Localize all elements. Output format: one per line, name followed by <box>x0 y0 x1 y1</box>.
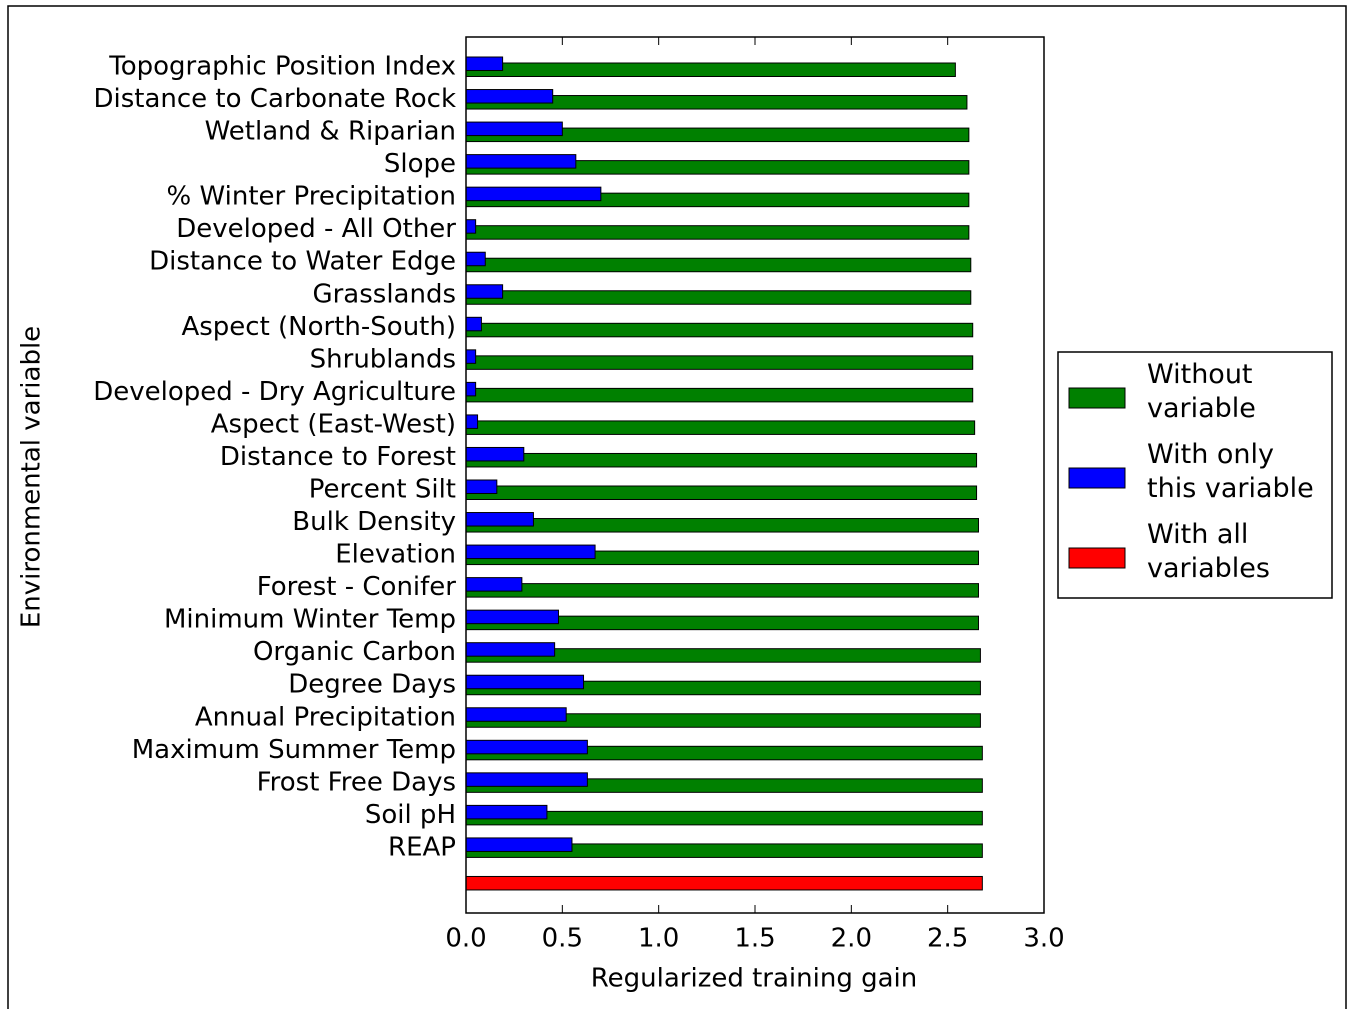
legend-entry: With all variables <box>1147 519 1270 584</box>
bar <box>465 512 534 527</box>
bar <box>465 355 974 370</box>
y-tick-label: Wetland & Riparian <box>205 117 456 147</box>
bar <box>465 837 573 852</box>
bar <box>465 544 596 560</box>
y-tick-label: Bulk Density <box>292 507 456 537</box>
bar <box>465 707 567 722</box>
bar <box>465 739 588 755</box>
y-tick-label: Distance to Water Edge <box>149 247 456 277</box>
x-tick-label: 0.5 <box>542 924 583 954</box>
legend-entry: With only this variable <box>1147 439 1314 504</box>
bar <box>465 251 486 267</box>
bar <box>465 56 504 71</box>
y-tick-label: Degree Days <box>288 670 456 700</box>
frame <box>7 5 1347 1009</box>
bar <box>465 316 482 332</box>
bar <box>465 387 974 403</box>
bar <box>465 485 978 500</box>
x-tick-label: 1.0 <box>638 924 679 954</box>
x-tick-label: 2.0 <box>831 924 872 954</box>
legend-swatch <box>1068 387 1126 409</box>
y-tick-label: Aspect (East-West) <box>211 409 456 439</box>
y-tick-label: Minimum Winter Temp <box>164 605 456 635</box>
bar <box>465 284 504 299</box>
legend-swatch <box>1068 547 1126 569</box>
y-tick-label: Grasslands <box>312 279 456 309</box>
y-tick-label: Developed - All Other <box>176 214 456 244</box>
bar <box>465 452 978 468</box>
bar <box>465 609 559 625</box>
bar <box>465 322 974 338</box>
legend-label: With only this variable <box>1147 439 1314 504</box>
bar <box>465 89 554 104</box>
x-tick-label: 1.5 <box>734 924 775 954</box>
legend-label: Without variable <box>1147 359 1256 424</box>
y-tick-label: Topographic Position Index <box>108 52 456 82</box>
bar <box>465 518 979 533</box>
bar <box>465 577 523 592</box>
bar <box>465 381 477 397</box>
legend-label: With all variables <box>1147 519 1270 584</box>
x-tick-label: 0.0 <box>445 924 486 954</box>
y-tick-label: Elevation <box>335 540 456 570</box>
x-tick-label: 3.0 <box>1023 924 1064 954</box>
y-tick-label: Percent Silt <box>309 475 456 505</box>
y-axis-label: Environmental variable <box>17 326 47 628</box>
y-tick-label: Soil pH <box>365 800 456 830</box>
bar <box>465 414 479 429</box>
y-tick-label: REAP <box>388 832 456 862</box>
y-tick-label: % Winter Precipitation <box>167 182 456 212</box>
bar <box>465 219 477 234</box>
y-tick-label: Forest - Conifer <box>257 572 457 602</box>
y-tick-label: Organic Carbon <box>253 637 456 667</box>
x-axis-label: Regularized training gain <box>591 964 918 994</box>
y-tick-label: Aspect (North-South) <box>181 312 456 342</box>
bar <box>465 674 585 690</box>
bar <box>465 62 956 77</box>
bar <box>465 420 976 435</box>
bar <box>465 257 972 273</box>
bar <box>465 290 972 305</box>
bar <box>465 446 525 462</box>
bar <box>465 154 577 169</box>
legend-swatch <box>1068 467 1126 489</box>
y-tick-label: Distance to Carbonate Rock <box>93 84 456 114</box>
y-tick-label: Slope <box>384 149 456 179</box>
bar <box>465 875 983 891</box>
bar <box>465 583 979 598</box>
bar <box>465 479 498 494</box>
bar <box>465 121 563 137</box>
x-tick-label: 2.5 <box>927 924 968 954</box>
bar <box>465 642 556 657</box>
bar <box>465 349 477 364</box>
bar <box>465 772 588 787</box>
y-tick-label: Shrublands <box>310 344 456 374</box>
y-tick-label: Maximum Summer Temp <box>132 735 456 765</box>
y-tick-label: Distance to Forest <box>220 442 456 472</box>
legend-entry: Without variable <box>1147 359 1256 424</box>
y-tick-label: Frost Free Days <box>257 767 456 797</box>
y-tick-label: Developed - Dry Agriculture <box>93 377 456 407</box>
bar <box>465 186 602 202</box>
y-tick-label: Annual Precipitation <box>195 702 456 732</box>
bar <box>465 225 970 240</box>
bar <box>465 804 548 820</box>
